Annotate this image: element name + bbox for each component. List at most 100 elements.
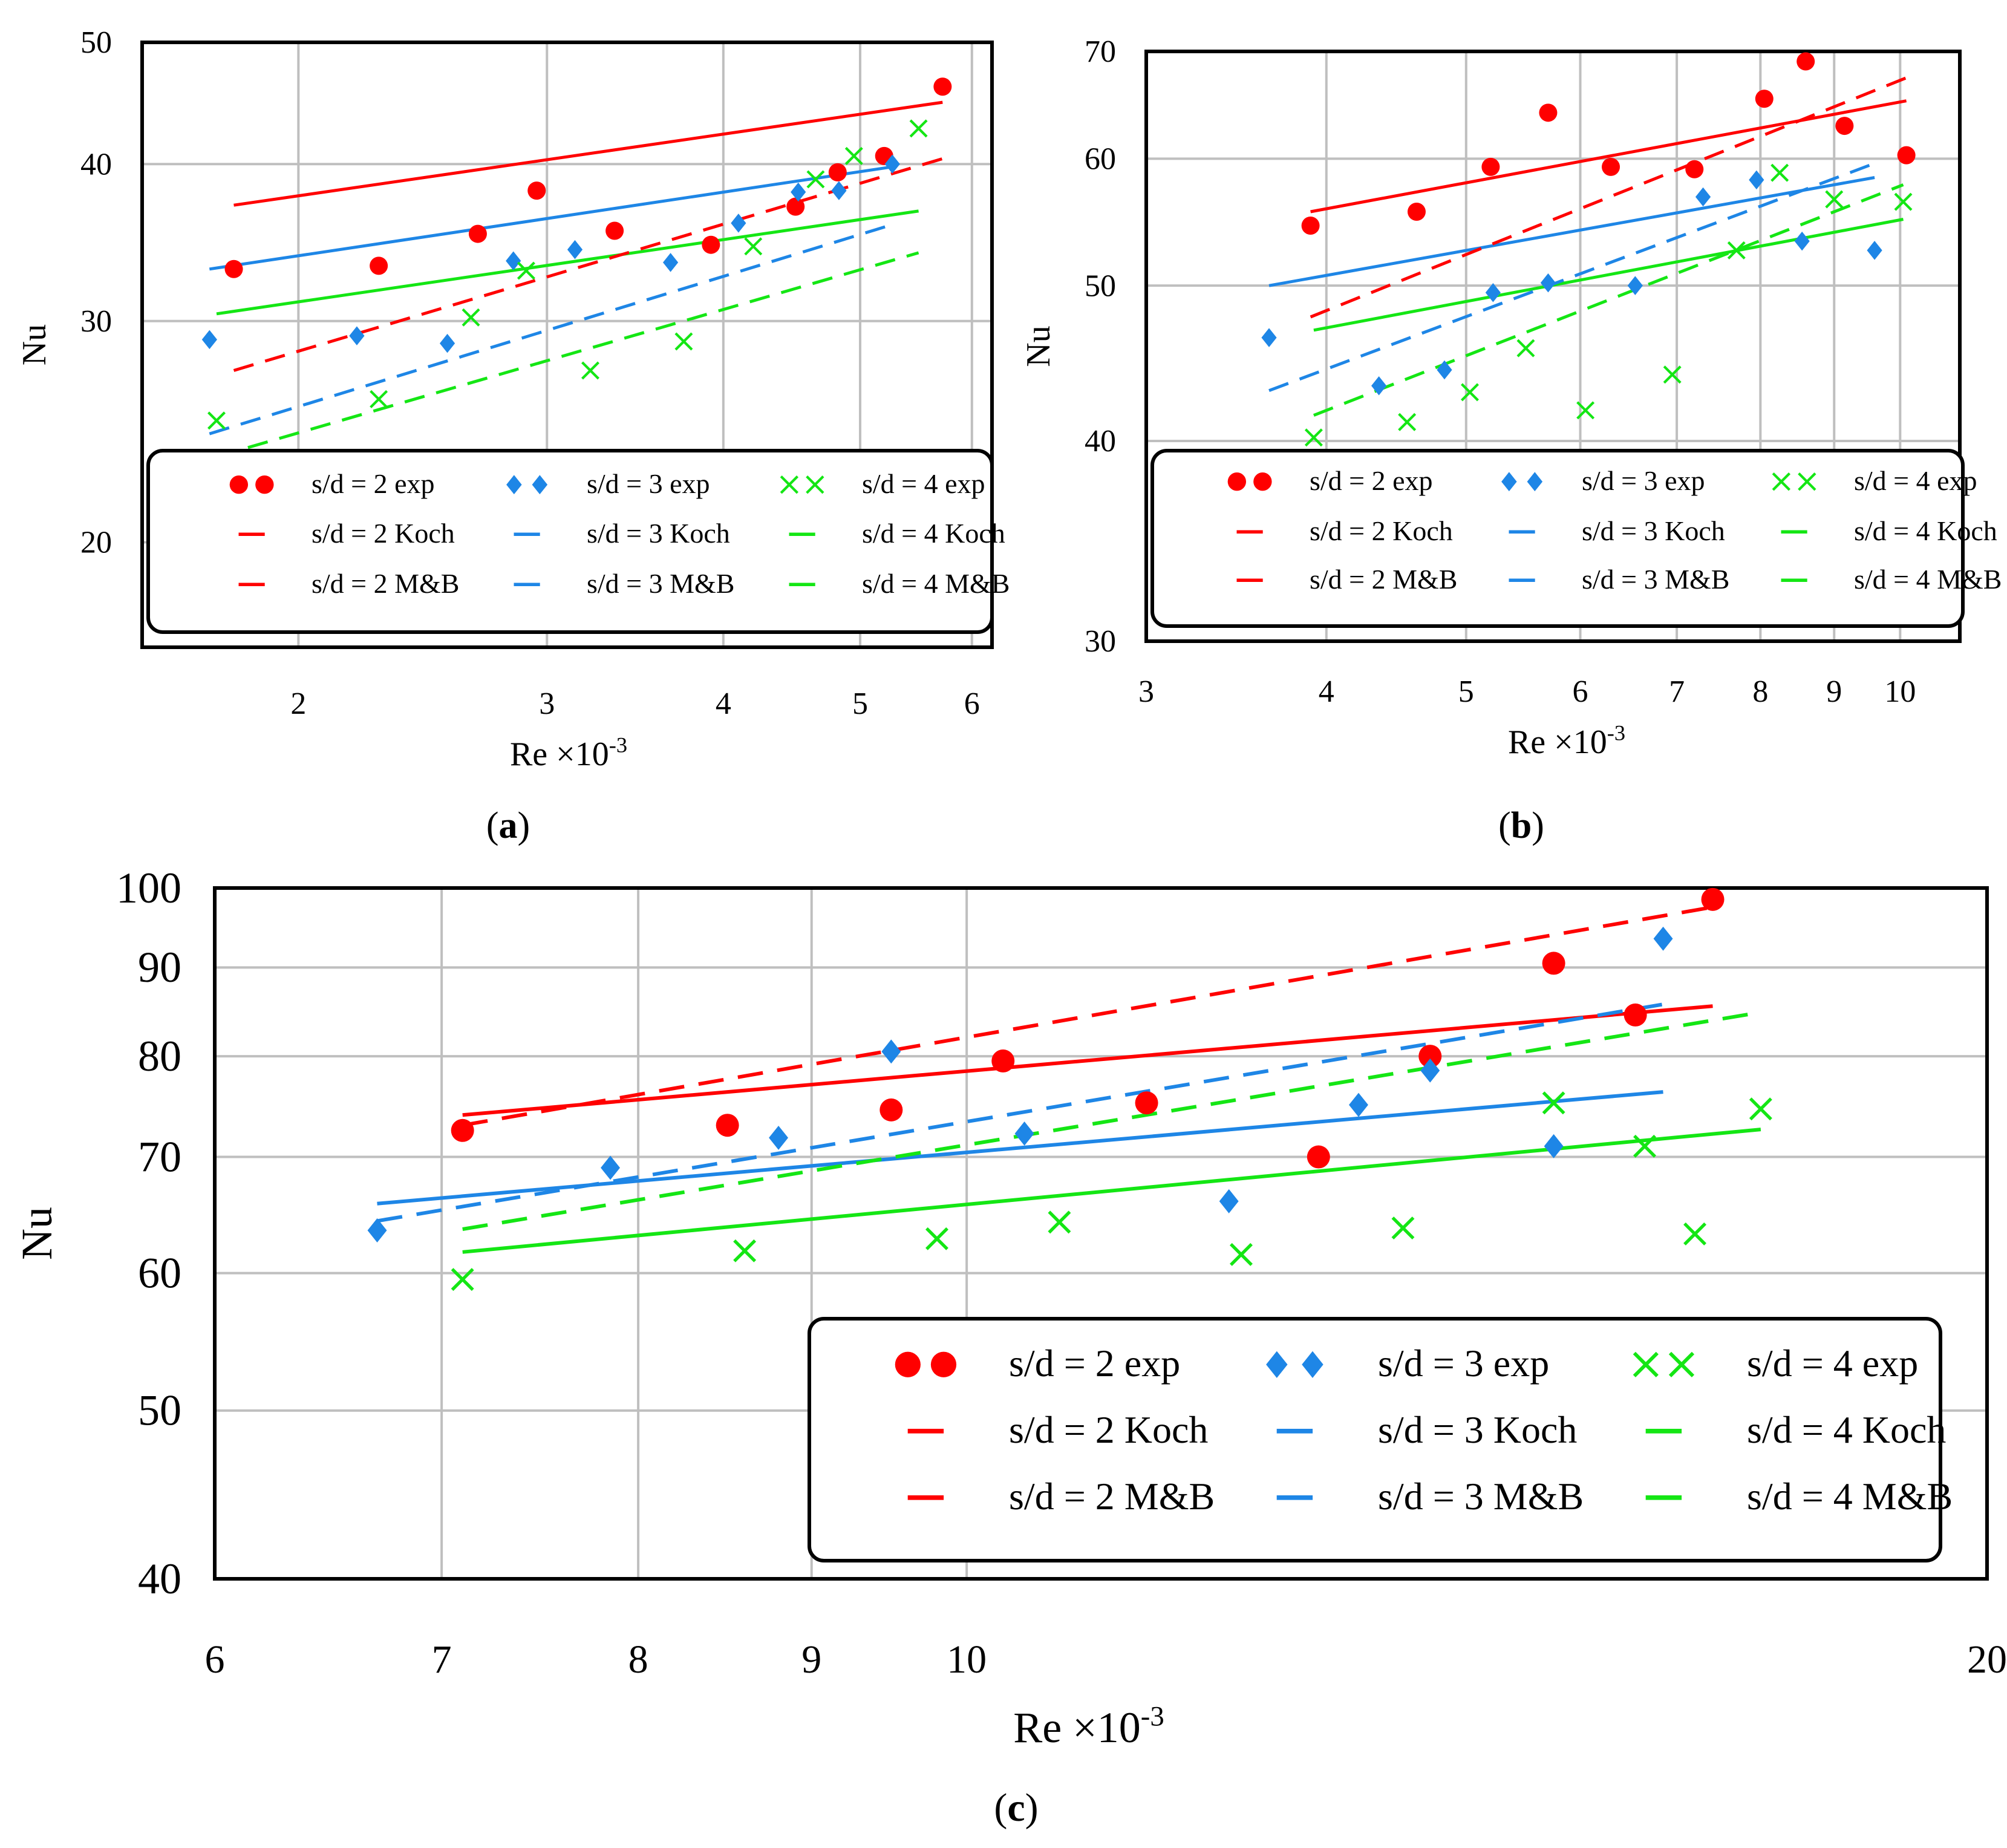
legend-label: s/d = 4 Koch xyxy=(1747,1408,1946,1451)
legend-label: s/d = 4 M&B xyxy=(1747,1475,1953,1518)
legend-label: s/d = 3 exp xyxy=(1378,1342,1549,1385)
data-point xyxy=(744,237,763,256)
data-point xyxy=(662,253,679,272)
data-point xyxy=(731,214,746,233)
plot-area-frame xyxy=(1144,50,1962,643)
data-point xyxy=(370,390,388,408)
data-point xyxy=(1542,952,1565,975)
legend-label: s/d = 2 M&B xyxy=(312,568,460,599)
data-point xyxy=(925,1227,948,1250)
data-point xyxy=(601,1155,621,1180)
chart-b: 3 4 5 6 7 8 9 10 30 40 50 60 70 Re ×10-3 Nu (b) s/d = 2 … xyxy=(1020,34,2002,846)
x-tick-label: 20 xyxy=(1967,1637,2007,1682)
data-point xyxy=(1229,1242,1253,1266)
data-point xyxy=(1261,328,1277,347)
data-point xyxy=(1349,1092,1368,1117)
legend-label: s/d = 3 Koch xyxy=(1378,1408,1577,1451)
data-point xyxy=(1219,1189,1239,1213)
data-point xyxy=(462,308,480,327)
data-point xyxy=(1539,103,1558,122)
data-point xyxy=(201,330,217,350)
y-tick-label: 40 xyxy=(1085,424,1116,459)
legend-box xyxy=(808,1317,1942,1562)
data-point xyxy=(881,1039,901,1064)
plot-area-frame xyxy=(213,886,1989,1581)
data-point xyxy=(1633,1134,1657,1158)
y-axis-label: Nu xyxy=(16,324,53,365)
data-point xyxy=(1307,1145,1330,1169)
data-point xyxy=(506,251,521,270)
legend-marker xyxy=(1772,472,1791,491)
series-line-s-d-3-m-b xyxy=(377,1002,1663,1223)
legend-label: s/d = 3 Koch xyxy=(1582,515,1725,546)
legend-box xyxy=(1150,449,1965,628)
y-tick-label: 30 xyxy=(1085,624,1116,659)
legend-label: s/d = 4 exp xyxy=(862,468,985,499)
data-point xyxy=(831,181,847,200)
legend-marker xyxy=(1798,472,1816,491)
legend-label: s/d = 2 M&B xyxy=(1310,564,1458,595)
data-point xyxy=(1683,1222,1707,1246)
legend-marker xyxy=(1633,1351,1659,1377)
data-point xyxy=(786,197,805,216)
x-tick-label: 5 xyxy=(1458,674,1474,709)
x-tick-label: 8 xyxy=(1752,674,1768,709)
legend-label: s/d = 3 M&B xyxy=(587,568,735,599)
legend: s/d = 2 exp s/d = 3 exp s/d = 4 exp s/d = 2… xyxy=(808,1317,1953,1562)
y-tick-label: 90 xyxy=(138,943,181,991)
legend-marker xyxy=(806,475,824,494)
y-tick-label: 50 xyxy=(1085,269,1116,303)
y-tick-label: 30 xyxy=(80,304,112,339)
y-tick-label: 100 xyxy=(116,864,181,912)
data-point xyxy=(1371,376,1387,396)
y-tick-label: 50 xyxy=(80,25,112,60)
legend-marker xyxy=(532,475,548,495)
x-tick-label: 2 xyxy=(290,687,306,721)
data-point xyxy=(605,221,624,240)
series-line-s-d-3-m-b xyxy=(209,223,893,436)
legend-label: s/d = 3 M&B xyxy=(1582,564,1730,595)
data-point xyxy=(933,77,952,96)
y-tick-label: 50 xyxy=(138,1386,181,1435)
legend-label: s/d = 4 M&B xyxy=(1854,564,2002,595)
panel-caption: (b) xyxy=(1498,805,1544,846)
data-point xyxy=(207,411,226,430)
x-tick-label: 6 xyxy=(964,687,980,721)
legend-marker xyxy=(1266,1351,1288,1378)
y-tick-label: 70 xyxy=(138,1132,181,1181)
x-tick-label: 3 xyxy=(539,687,555,721)
series-line-s-d-4-koch xyxy=(1313,218,1904,332)
x-tick-label: 8 xyxy=(628,1637,648,1682)
legend-label: s/d = 4 M&B xyxy=(862,568,1010,599)
data-point xyxy=(1701,887,1725,911)
legend-label: s/d = 2 M&B xyxy=(1009,1475,1215,1518)
data-point xyxy=(716,1114,739,1137)
series-line-s-d-4-koch xyxy=(462,1128,1761,1254)
data-point xyxy=(844,146,863,165)
x-tick-label: 9 xyxy=(801,1637,821,1682)
data-point xyxy=(1602,157,1620,176)
data-point xyxy=(1835,117,1854,135)
data-point xyxy=(1624,1003,1647,1027)
x-tick-label: 3 xyxy=(1138,674,1154,709)
data-point xyxy=(581,361,599,380)
data-point xyxy=(1749,170,1764,190)
legend-marker xyxy=(1253,472,1272,491)
data-point xyxy=(1407,203,1426,221)
x-tick-label: 7 xyxy=(432,1637,452,1682)
x-tick-label: 5 xyxy=(852,687,868,721)
series-line-s-d-3-m-b xyxy=(1268,162,1875,393)
data-point xyxy=(1867,241,1882,260)
data-point xyxy=(1418,1045,1442,1068)
data-point xyxy=(1014,1122,1034,1146)
data-point xyxy=(828,163,847,181)
series-line-s-d-4-m-b xyxy=(1313,183,1904,417)
legend-marker xyxy=(255,475,274,494)
legend: s/d = 2 exp s/d = 3 exp s/d = 4 exp s/d = 2… xyxy=(1150,449,2002,628)
legend-box xyxy=(146,449,994,634)
legend-marker xyxy=(1527,472,1543,492)
data-point xyxy=(884,154,900,174)
data-point xyxy=(1770,163,1789,182)
